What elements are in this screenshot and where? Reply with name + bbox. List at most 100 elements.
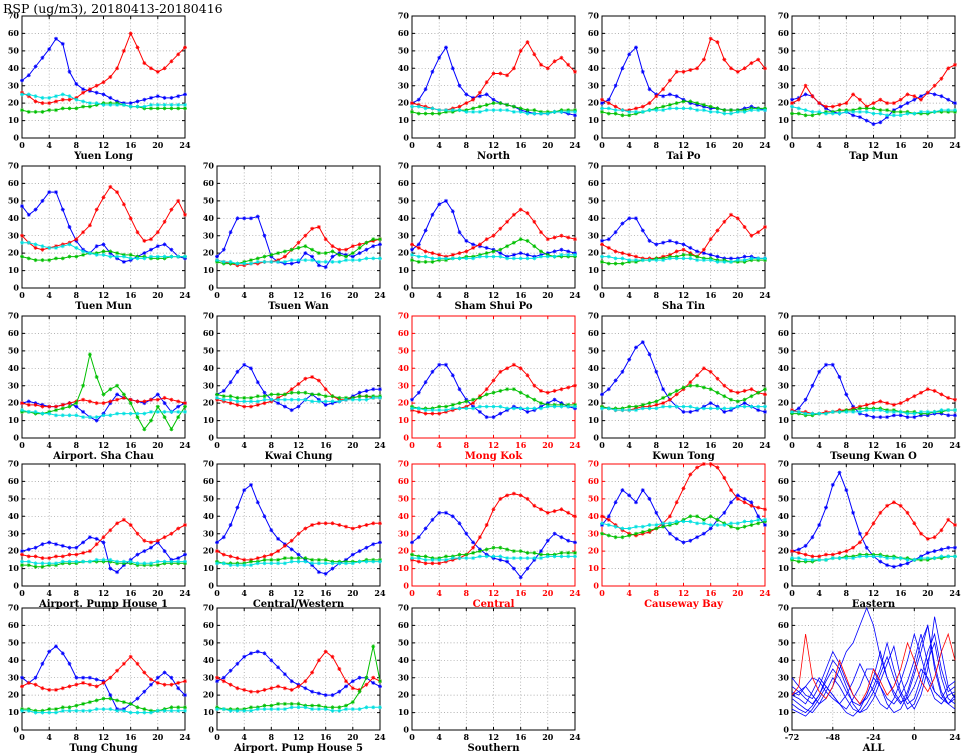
y-tick-label: 10 — [588, 115, 600, 125]
y-tick-label: 10 — [398, 265, 410, 275]
y-tick-label: 40 — [8, 63, 20, 73]
gridlines — [412, 316, 575, 438]
series-station-7-line — [791, 625, 956, 717]
x-tick-label: 24 — [569, 140, 581, 150]
y-tick-label: 10 — [588, 563, 600, 573]
y-tick-label: 10 — [778, 707, 790, 717]
x-tick-label: 16 — [125, 290, 137, 300]
y-tick-label: 70 — [398, 460, 410, 469]
chart-tuen-mun: 0 10 20 30 40 50 60 70 0 4 8 12 16 20 24 Tuen Mun — [0, 162, 192, 312]
x-tick-label: 16 — [515, 290, 527, 300]
chart-canvas-tung-chung: 0 10 20 30 40 50 60 70 0 4 8 12 16 20 24 Tung Chung — [8, 604, 191, 754]
y-tick-label: 30 — [588, 528, 600, 538]
y-tick-label: 50 — [8, 346, 20, 356]
x-tick-label: 12 — [868, 588, 879, 598]
x-tick-label: 0 — [599, 290, 605, 300]
chart-tsuen-wan: 0 10 20 30 40 50 60 70 0 4 8 12 16 20 24 Tsuen Wan — [195, 162, 387, 312]
x-tick-label: 20 — [152, 140, 164, 150]
y-tick-label: 30 — [588, 230, 600, 240]
x-tick-label: 12 — [488, 290, 499, 300]
y-tick-label: 0 — [593, 133, 599, 143]
y-tick-label: 20 — [8, 98, 20, 108]
y-tick-label: 50 — [8, 46, 20, 56]
y-tick-label: 50 — [8, 638, 20, 648]
x-tick-label: 8 — [654, 140, 660, 150]
series-station-6-line — [791, 632, 956, 710]
x-tick-label: 20 — [542, 290, 554, 300]
chart-canvas-tuen-mun: 0 10 20 30 40 50 60 70 0 4 8 12 16 20 24 Tuen Mun — [8, 162, 191, 312]
gridlines — [22, 316, 185, 438]
y-tick-label: 40 — [203, 511, 215, 521]
y-tick-label: 60 — [203, 620, 215, 630]
y-tick-label: 70 — [8, 604, 20, 613]
y-tick-label: 50 — [588, 346, 600, 356]
series-red-markers — [215, 649, 382, 694]
x-tick-label: 12 — [98, 290, 109, 300]
y-tick-label: 20 — [588, 398, 600, 408]
x-tick-label: 24 — [949, 732, 961, 742]
x-tick-label: 4 — [816, 140, 822, 150]
x-tick-label: 12 — [293, 732, 304, 742]
series-cyan-markers — [790, 408, 957, 416]
series-station-4-line — [791, 632, 956, 705]
chart-kwun-tong: 0 10 20 30 40 50 60 70 0 4 8 12 16 20 24 Kwun Tong — [580, 312, 772, 462]
x-tick-label: 0 — [214, 588, 220, 598]
x-tick-label: 8 — [74, 290, 80, 300]
y-tick-label: 70 — [8, 312, 20, 321]
y-tick-label: 20 — [8, 690, 20, 700]
y-tick-label: 20 — [203, 546, 215, 556]
series-cyan-markers — [215, 559, 382, 568]
chart-title-causeway-bay: Causeway Bay — [644, 599, 724, 610]
y-tick-label: 60 — [8, 28, 20, 38]
x-tick-label: 4 — [436, 732, 442, 742]
y-tick-label: 40 — [8, 363, 20, 373]
x-tick-label: 0 — [409, 440, 415, 450]
y-tick-label: 10 — [203, 563, 215, 573]
y-tick-label: 30 — [8, 230, 20, 240]
x-tick-label: 20 — [922, 140, 934, 150]
chart-canvas-all: 0 10 20 30 40 50 60 70 -72 -48 -24 0 24 ALL — [778, 604, 961, 754]
x-tick-label: 0 — [214, 440, 220, 450]
x-tick-label: 4 — [816, 588, 822, 598]
chart-canvas-sham-shui-po: 0 10 20 30 40 50 60 70 0 4 8 12 16 20 24 Sham Shui Po — [398, 162, 581, 312]
y-tick-label: 20 — [398, 248, 410, 258]
y-tick-label: 40 — [203, 655, 215, 665]
gridlines — [217, 464, 380, 586]
y-tick-label: 40 — [778, 363, 790, 373]
x-tick-label: 4 — [436, 440, 442, 450]
y-tick-label: 0 — [403, 725, 409, 735]
x-tick-label: 24 — [374, 290, 386, 300]
gridlines — [602, 316, 765, 438]
x-tick-label: 12 — [488, 140, 499, 150]
chart-title-sham-shui-po: Sham Shui Po — [455, 301, 533, 312]
x-tick-label: 0 — [599, 140, 605, 150]
x-tick-label: 8 — [464, 588, 470, 598]
y-tick-label: 20 — [398, 690, 410, 700]
x-tick-label: 16 — [125, 588, 137, 598]
y-tick-label: 30 — [8, 80, 20, 90]
x-tick-label: 0 — [214, 732, 220, 742]
y-tick-label: 40 — [588, 63, 600, 73]
x-tick-label: 20 — [732, 588, 744, 598]
x-tick-label: 8 — [464, 290, 470, 300]
x-tick-label: 16 — [895, 140, 907, 150]
series-blue-line — [411, 46, 576, 116]
series-cyan-markers — [410, 104, 577, 116]
chart-kwai-chung: 0 10 20 30 40 50 60 70 0 4 8 12 16 20 24 Kwai Chung — [195, 312, 387, 462]
y-tick-label: 40 — [203, 363, 215, 373]
y-tick-label: 30 — [8, 528, 20, 538]
chart-central: 0 10 20 30 40 50 60 70 0 4 8 12 16 20 24 Central — [390, 460, 582, 610]
x-tick-label: 16 — [320, 440, 332, 450]
series-cyan-markers — [215, 395, 382, 404]
x-tick-label: 8 — [844, 140, 850, 150]
y-tick-label: 50 — [8, 196, 20, 206]
y-tick-label: 70 — [778, 604, 790, 613]
y-tick-label: 0 — [13, 581, 19, 591]
chart-title-yuen-long: Yuen Long — [73, 151, 133, 162]
y-tick-label: 10 — [778, 563, 790, 573]
y-tick-label: 10 — [8, 707, 20, 717]
y-tick-label: 70 — [588, 460, 600, 469]
y-tick-label: 60 — [398, 328, 410, 338]
y-tick-label: 10 — [778, 415, 790, 425]
